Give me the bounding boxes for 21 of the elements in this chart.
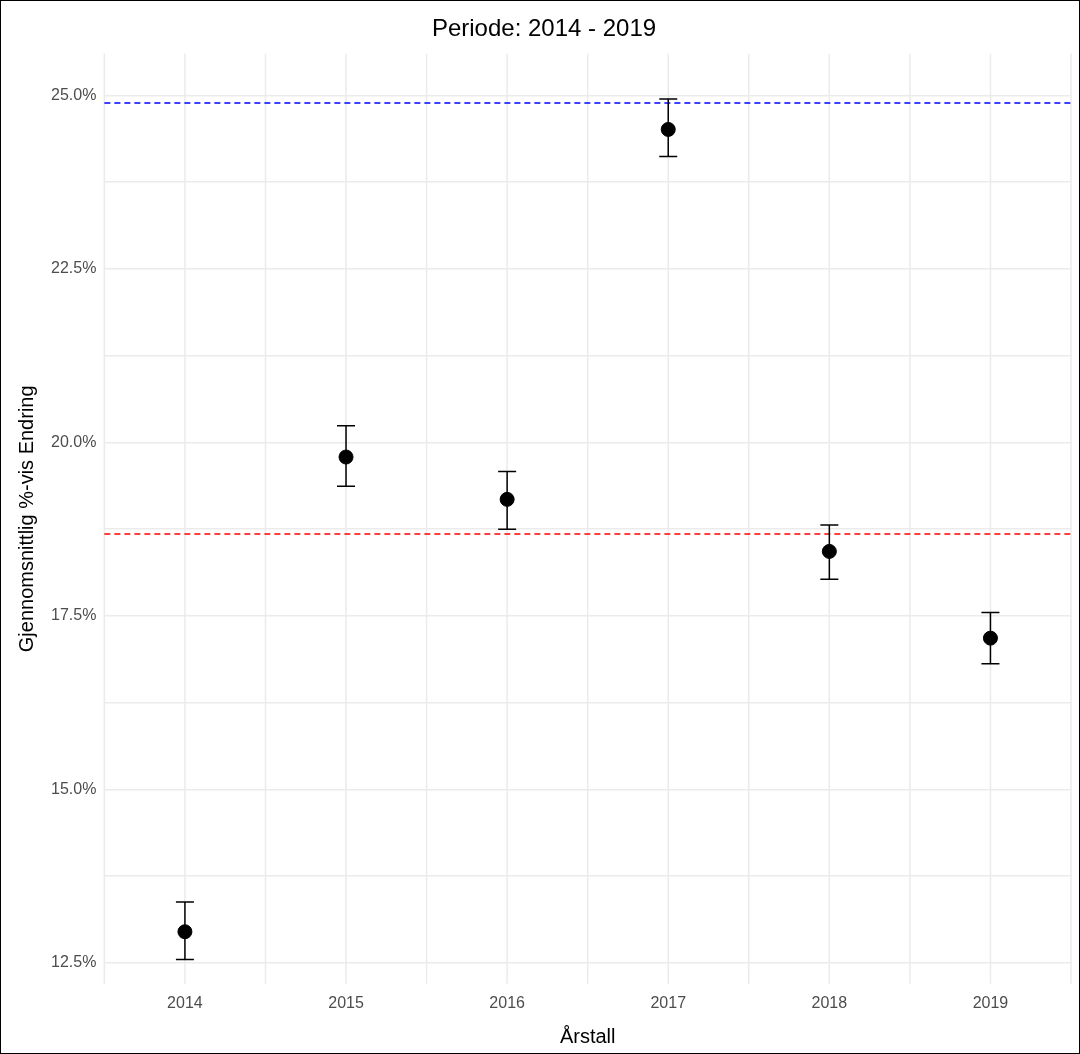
x-tick-label: 2014 <box>167 993 203 1011</box>
x-tick-label: 2015 <box>328 993 364 1011</box>
x-axis-title: Årstall <box>559 1024 616 1047</box>
y-tick-label: 20.0% <box>50 432 97 450</box>
chart-title: Periode: 2014 - 2019 <box>431 14 657 42</box>
y-tick-label: 17.5% <box>50 606 97 624</box>
y-tick-label: 22.5% <box>50 259 97 277</box>
y-tick-label: 25.0% <box>50 85 97 103</box>
y-tick-label: 12.5% <box>50 953 97 971</box>
x-tick-label: 2018 <box>811 993 848 1011</box>
y-axis-title: Gjennomsnittlig %-vis Endring <box>14 385 37 653</box>
point <box>499 491 515 507</box>
point <box>660 121 676 137</box>
point <box>177 924 193 940</box>
point <box>982 630 998 646</box>
point <box>338 449 354 465</box>
y-tick-label: 15.0% <box>50 779 97 797</box>
x-tick-label: 2019 <box>972 993 1009 1011</box>
point <box>821 543 837 559</box>
x-tick-label: 2016 <box>489 993 526 1011</box>
x-tick-label: 2017 <box>650 993 687 1011</box>
